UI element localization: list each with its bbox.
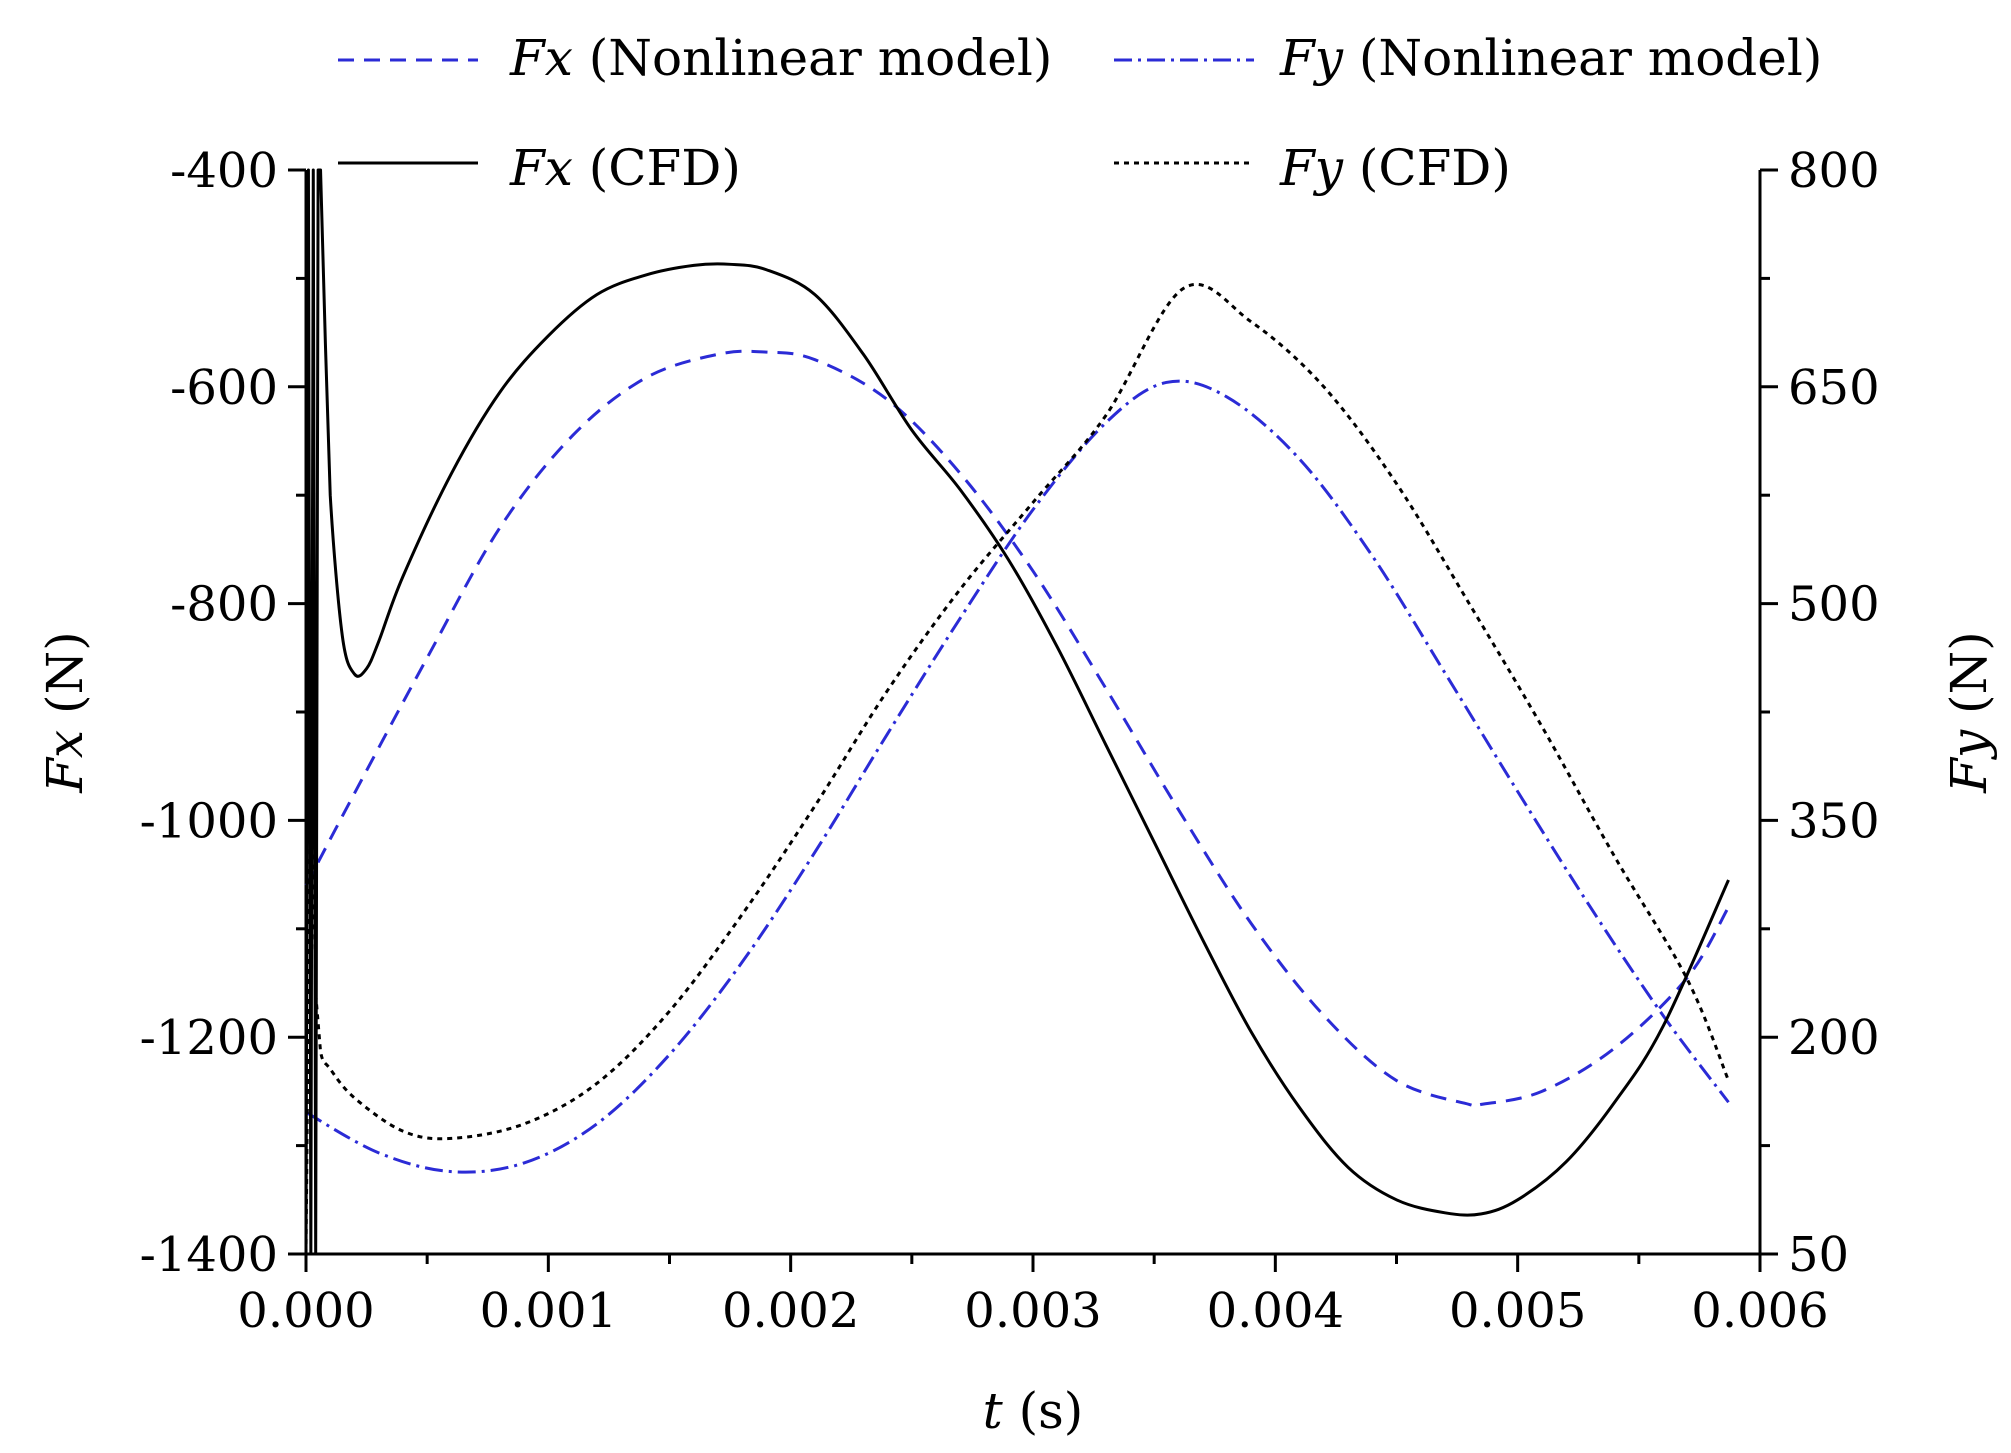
x-tick-label: 0.005 <box>1449 1283 1586 1339</box>
ticks <box>288 168 1778 1272</box>
y-right-tick-label: 800 <box>1788 143 1880 199</box>
y-left-axis-title-unit: (N) <box>36 631 94 730</box>
legend-var-fx-nonlinear: Fx <box>509 29 573 87</box>
y-left-tick-label: -400 <box>170 143 278 199</box>
legend-rest-fy-nonlinear: (Nonlinear model) <box>1343 29 1822 87</box>
legend-label-fx-cfd: Fx (CFD) <box>509 139 741 197</box>
legend-rest-fx-cfd: (CFD) <box>573 139 741 197</box>
y-left-tick-label: -800 <box>170 577 278 633</box>
x-tick-label: 0.002 <box>722 1283 859 1339</box>
legend-item-fy-nonlinear: Fy (Nonlinear model) <box>1114 29 1822 87</box>
x-axis-title: t (s) <box>983 1382 1084 1440</box>
y-right-axis-title-unit: (N) <box>1940 631 1998 730</box>
series-line-fx-cfd <box>304 168 1730 1256</box>
x-tick-label: 0.004 <box>1207 1283 1344 1339</box>
legend-item-fx-nonlinear: Fx (Nonlinear model) <box>338 29 1052 87</box>
y-right-tick-label: 200 <box>1788 1010 1880 1066</box>
legend-var-fx-cfd: Fx <box>509 139 573 197</box>
legend-rest-fy-cfd: (CFD) <box>1343 139 1511 197</box>
y-right-tick-label: 650 <box>1788 360 1880 416</box>
legend: Fx (Nonlinear model) Fy (Nonlinear model… <box>338 29 1822 197</box>
x-tick-label: 0.001 <box>480 1283 617 1339</box>
y-left-tick-label: -600 <box>170 360 278 416</box>
series-line-fy-cfd <box>304 282 1730 1255</box>
y-right-tick-label: 350 <box>1788 793 1880 849</box>
legend-var-fy-nonlinear: Fy <box>1279 29 1344 87</box>
legend-label-fy-cfd: Fy (CFD) <box>1279 139 1511 197</box>
series-line-fx-nonlinear <box>304 349 1730 1109</box>
legend-label-fy-nonlinear: Fy (Nonlinear model) <box>1279 29 1822 87</box>
legend-label-fx-nonlinear: Fx (Nonlinear model) <box>509 29 1052 87</box>
y-left-tick-label: -1200 <box>140 1010 278 1066</box>
series-line-fy-nonlinear <box>305 379 1730 1174</box>
y-right-axis-title: Fy (N) <box>1940 631 1998 794</box>
x-tick-label: 0.003 <box>964 1283 1101 1339</box>
y-left-axis-title: Fx (N) <box>36 631 94 794</box>
x-tick-label: 0.006 <box>1691 1283 1828 1339</box>
y-right-tick-label: 50 <box>1788 1227 1849 1283</box>
legend-var-fy-cfd: Fy <box>1279 139 1344 197</box>
x-tick-label: 0.000 <box>237 1283 374 1339</box>
y-left-tick-label: -1000 <box>140 793 278 849</box>
legend-rest-fx-nonlinear: (Nonlinear model) <box>573 29 1052 87</box>
x-axis-title-unit: (s) <box>1003 1382 1084 1440</box>
y-right-axis-title-var: Fy <box>1940 729 1998 794</box>
legend-item-fy-cfd: Fy (CFD) <box>1114 139 1511 197</box>
x-axis-title-var: t <box>983 1382 1004 1440</box>
y-left-tick-label: -1400 <box>140 1227 278 1283</box>
series-lines <box>304 168 1730 1256</box>
y-left-axis-title-var: Fx <box>36 730 94 794</box>
y-right-tick-label: 500 <box>1788 577 1880 633</box>
legend-item-fx-cfd: Fx (CFD) <box>338 139 741 197</box>
tick-labels: 0.000 0.001 0.002 0.003 0.004 0.005 0.006 -1400… <box>140 143 1880 1339</box>
